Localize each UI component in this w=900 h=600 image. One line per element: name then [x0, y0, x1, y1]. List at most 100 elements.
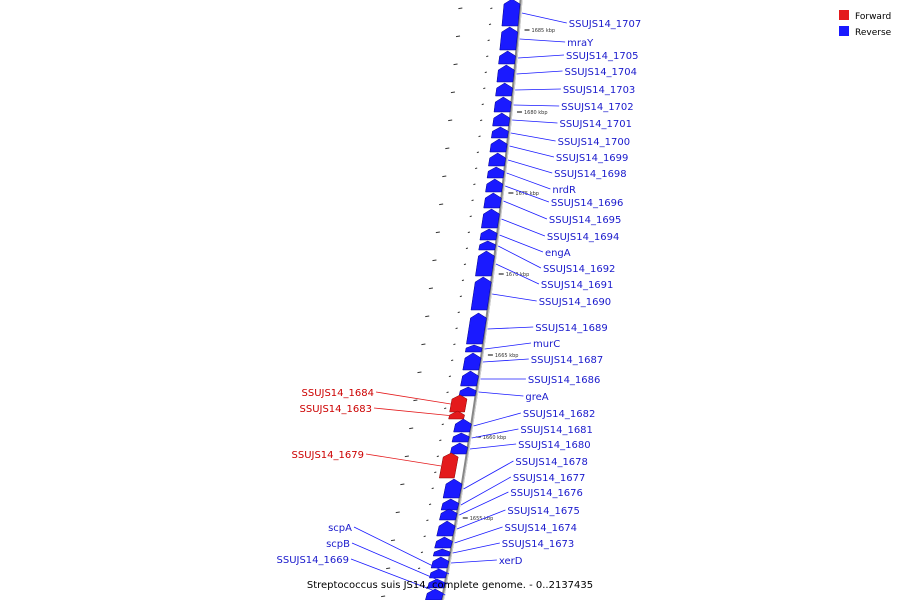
guide-mark [439, 203, 444, 206]
gene-label: SSUJS14_1699 [556, 153, 629, 164]
gene-label: SSUJS14_1680 [518, 440, 591, 451]
gene-label: SSUJS14_1675 [507, 506, 580, 517]
gene-label: SSUJS14_1695 [549, 215, 622, 226]
guide-mark [457, 311, 460, 314]
guide-mark [436, 455, 439, 458]
guide-mark [448, 119, 453, 122]
gene-block [479, 228, 498, 241]
gene-label: engA [545, 248, 571, 259]
guide-mark [453, 343, 456, 346]
gene-label: SSUJS14_1694 [547, 232, 620, 243]
legend: Forward Reverse [839, 10, 892, 38]
gene-blocks [425, 0, 521, 600]
gene-block [491, 126, 509, 139]
guide-mark [446, 391, 449, 394]
gene-block [464, 344, 483, 353]
gene-label: SSUJS14_1698 [554, 169, 627, 180]
leader-line [516, 70, 563, 75]
guide-mark [471, 199, 474, 202]
guide-mark [484, 71, 487, 74]
gene-label: SSUJS14_1676 [510, 488, 583, 499]
guide-mark [448, 375, 452, 378]
gene-block [496, 64, 515, 83]
guide-mark [441, 423, 444, 426]
gene-label: greA [525, 392, 548, 403]
leader-line [353, 526, 450, 575]
guide-mark [432, 259, 437, 262]
leader-line [510, 132, 556, 142]
gene-label: SSUJS14_1689 [535, 323, 608, 334]
guide-mark [476, 151, 480, 154]
gene-label: SSUJS14_1702 [561, 102, 634, 113]
guide-mark [404, 455, 409, 458]
leader-line [521, 12, 567, 24]
gene-label: SSUJS14_1692 [543, 264, 616, 275]
gene-block [449, 442, 468, 455]
leader-line [450, 559, 497, 564]
leader-line [499, 234, 544, 253]
gene-block [492, 112, 511, 127]
leader-line [495, 263, 540, 285]
leader-line [503, 200, 548, 220]
gene-block [483, 192, 502, 209]
guide-mark [445, 147, 450, 150]
genome-caption: Streptococcus suis JS14, complete genome… [307, 580, 593, 591]
label-leader-lines [350, 12, 567, 596]
leader-line [471, 428, 519, 439]
guide-mark [467, 231, 471, 234]
gene-label: scpB [326, 539, 350, 550]
guide-mark [461, 279, 465, 282]
guide-mark [487, 39, 490, 42]
leader-line [519, 38, 566, 43]
guide-mark [426, 519, 429, 522]
gene-label: SSUJS14_1704 [565, 67, 638, 78]
gene-block [439, 508, 458, 521]
guide-mark [417, 567, 421, 570]
legend-forward-label: Forward [855, 12, 891, 22]
gene-label: SSUJS14_1674 [505, 523, 578, 534]
guide-mark [478, 135, 481, 138]
leader-line [460, 476, 512, 506]
guide-mark [469, 215, 472, 218]
gene-block [429, 568, 448, 579]
scale-tick-label: 1660 kbp [483, 435, 507, 441]
gene-block [434, 536, 453, 549]
guide-mark [455, 327, 458, 330]
guide-mark [409, 427, 414, 430]
guide-mark [458, 7, 463, 10]
gene-block [488, 152, 506, 167]
guide-mark [421, 343, 426, 346]
leader-line [497, 245, 542, 269]
leader-line [478, 391, 524, 397]
guide-mark [451, 359, 454, 362]
gene-block [481, 208, 500, 229]
backbone-line [440, 0, 523, 600]
guide-mark [439, 439, 442, 442]
leader-line [513, 104, 560, 107]
guide-mark [453, 63, 458, 66]
leader-line [501, 218, 546, 237]
gene-label: SSUJS14_1682 [523, 409, 596, 420]
gene-block [449, 394, 468, 413]
gene-label: SSUJS14_1679 [292, 450, 365, 461]
leader-line [505, 185, 550, 203]
leader-line [452, 542, 500, 554]
guide-mark [381, 595, 386, 598]
gene-block [501, 0, 521, 27]
gene-block [440, 498, 460, 511]
gene-label: SSUJS14_1701 [559, 119, 632, 130]
gene-block [489, 138, 508, 153]
leader-line [482, 358, 529, 363]
guide-mark [455, 35, 461, 38]
gene-label: SSUJS14_1703 [563, 85, 636, 96]
gene-block [438, 452, 459, 479]
gene-block [432, 548, 451, 557]
guide-mark [473, 183, 476, 186]
gene-label: SSUJS14_1705 [566, 51, 639, 62]
gene-block [495, 82, 513, 97]
gene-block [458, 386, 477, 397]
gene-block [442, 478, 463, 499]
guide-mark [413, 399, 418, 402]
guide-mark [420, 551, 424, 554]
